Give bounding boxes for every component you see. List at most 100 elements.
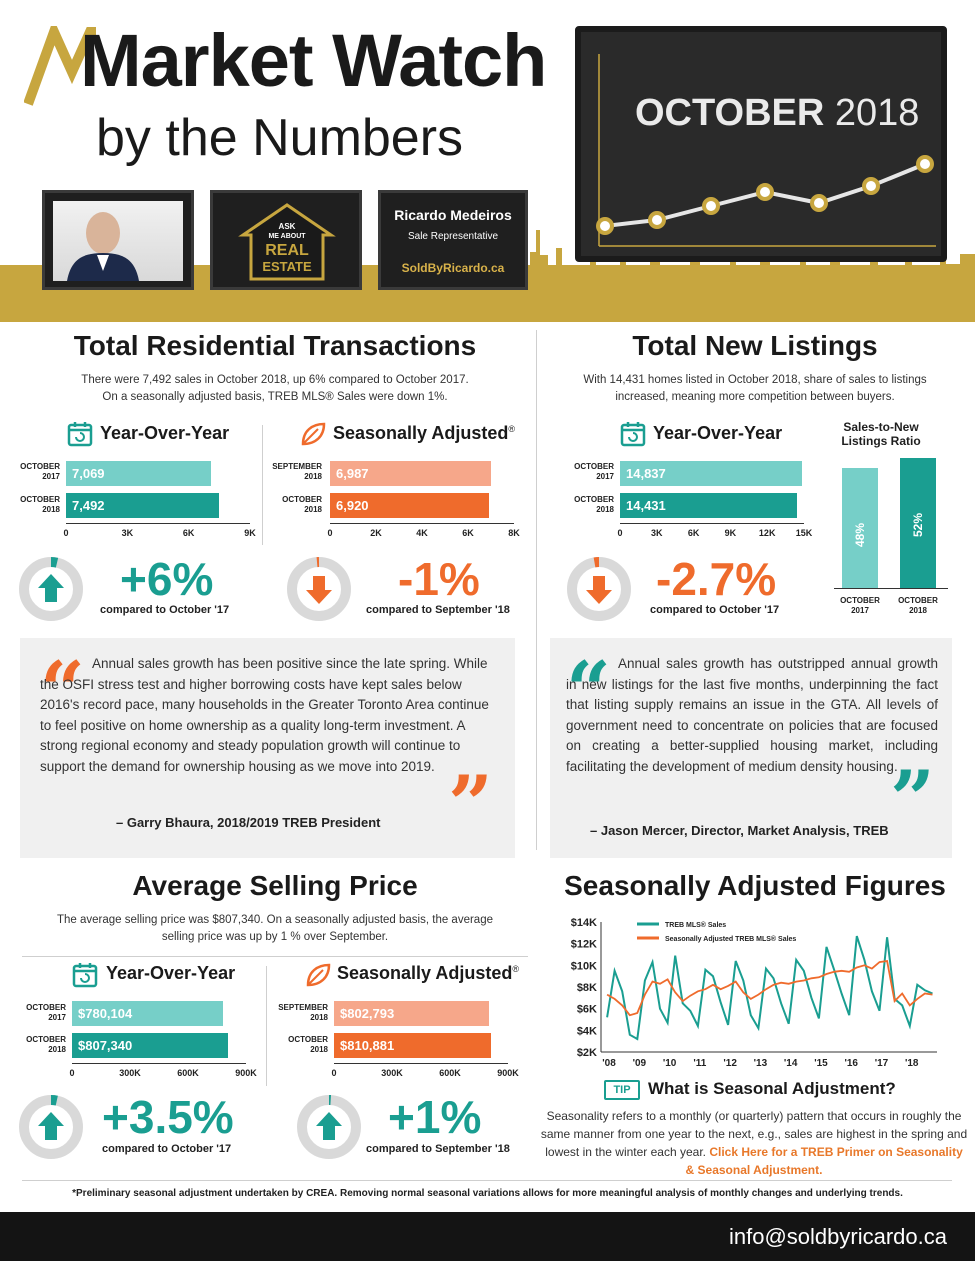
- calendar-refresh-icon: [620, 422, 646, 447]
- y-tick-label: $2K: [577, 1047, 597, 1059]
- page-title: Market Watch: [80, 19, 547, 102]
- x-axis: [72, 1063, 246, 1064]
- transactions-yoy-heading: Year-Over-Year: [100, 423, 230, 443]
- close-quote-icon: ”: [890, 754, 935, 845]
- primer-link[interactable]: Click Here for a TREB Primer on Seasonal…: [685, 1145, 963, 1177]
- listings-subtitle-line-1: With 14,431 homes listed in October 2018…: [583, 374, 927, 386]
- percent-change: +1%: [388, 1091, 482, 1143]
- growth-gauge: [19, 557, 83, 621]
- price-sa-heading: Seasonally Adjusted®: [337, 963, 520, 983]
- up-arrow-icon: [38, 1112, 64, 1140]
- percent-caption: compared to October '17: [100, 604, 230, 616]
- bar: 14,837: [620, 461, 802, 486]
- bar: 6,920: [330, 493, 489, 518]
- bar-label: OCTOBER 2018: [574, 495, 614, 514]
- x-axis: [66, 523, 250, 524]
- month-label: OCTOBER 2018: [635, 92, 919, 135]
- tick-label: 8K: [508, 528, 520, 538]
- bar: $780,104: [72, 1001, 223, 1026]
- transactions-sa-heading: Seasonally Adjusted®: [333, 423, 516, 443]
- footer-email-link[interactable]: info@soldbyricardo.ca: [729, 1224, 947, 1249]
- leaf-icon: [301, 422, 326, 446]
- sub-divider: [266, 966, 267, 1086]
- tip-badge: TIP: [604, 1080, 640, 1100]
- page-subtitle: by the Numbers: [96, 109, 464, 167]
- bar-label: OCTOBER 2018: [20, 495, 60, 514]
- tick-label: 3K: [121, 528, 134, 538]
- tick-label: 6K: [182, 528, 195, 538]
- listings-title: Total New Listings: [632, 330, 878, 361]
- tip-text: Seasonality refers to a monthly (or quar…: [540, 1107, 968, 1179]
- bar: $810,881: [334, 1033, 491, 1058]
- header: Market Watch by the Numbers OCTOBER 2018: [0, 0, 975, 322]
- x-axis: [330, 523, 514, 524]
- y-tick-label: $14K: [571, 917, 597, 929]
- series-line: [606, 959, 933, 1017]
- sign-line-4: ESTATE: [262, 259, 312, 274]
- ratio-heading: Sales-to-New Listings Ratio: [841, 420, 921, 448]
- footnote-rule: [22, 1180, 952, 1181]
- sign-line-1: ASK: [279, 222, 296, 231]
- price-subtitle: The average selling price was $807,340. …: [20, 912, 530, 946]
- sub-divider: [262, 425, 263, 545]
- open-quote-icon: “: [566, 645, 611, 736]
- series-line: [606, 935, 933, 1041]
- tick-label: 600K: [439, 1068, 461, 1078]
- x-tick-label: '15: [814, 1058, 828, 1069]
- decline-gauge: [287, 557, 351, 621]
- x-tick-label: '08: [602, 1058, 616, 1069]
- up-arrow-icon: [316, 1112, 342, 1140]
- tick-label: 0: [331, 1068, 337, 1078]
- tick-label: 9K: [724, 528, 737, 538]
- percent-change: -2.7%: [656, 553, 777, 605]
- tick-label: 6K: [462, 528, 474, 538]
- percent-caption: compared to October '17: [650, 604, 780, 616]
- brand-m-logo-icon: [24, 26, 96, 106]
- transactions-title: Total Residential Transactions: [73, 330, 477, 361]
- ratio-bar: 52%: [900, 458, 936, 588]
- agent-name: Ricardo Medeiros: [394, 207, 512, 223]
- quote-box: [20, 638, 515, 858]
- x-tick-label: '11: [693, 1058, 706, 1069]
- agent-card-monitor: Ricardo Medeiros Sale Representative Sol…: [378, 190, 528, 290]
- x-tick-label: '16: [844, 1058, 858, 1069]
- percent-caption: compared to September '18: [366, 604, 510, 616]
- transactions-subtitle-line-2: On a seasonally adjusted basis, TREB MLS…: [102, 391, 448, 403]
- bar: 14,431: [620, 493, 797, 518]
- percent-change: +6%: [120, 553, 214, 605]
- listings-subtitle: With 14,431 homes listed in October 2018…: [545, 372, 965, 406]
- x-tick-label: '14: [784, 1058, 798, 1069]
- y-tick-label: $8K: [577, 982, 597, 994]
- percent-change: -1%: [398, 553, 480, 605]
- bar-label: OCTOBER 2017: [26, 1003, 66, 1022]
- section-rule: [22, 956, 528, 957]
- growth-gauge: [297, 1095, 361, 1159]
- quote-author: – Garry Bhaura, 2018/2019 TREB President: [116, 815, 381, 830]
- quote-text: Annual sales growth has been positive si…: [40, 656, 489, 774]
- agent-role: Sale Representative: [407, 231, 499, 242]
- percent-change: +3.5%: [102, 1091, 234, 1143]
- tick-label: 12K: [758, 528, 776, 538]
- tick-label: 15K: [795, 528, 813, 538]
- tick-label: 0: [617, 528, 623, 538]
- trend-line-graphic: [596, 54, 936, 247]
- bar-label: SEPTEMBER 2018: [278, 1003, 328, 1022]
- agent-website-link[interactable]: SoldByRicardo.ca: [401, 261, 505, 275]
- quote-box: [550, 638, 952, 858]
- tick-label: 900K: [497, 1068, 519, 1078]
- x-axis: [620, 523, 804, 524]
- y-tick-label: $12K: [571, 939, 597, 951]
- down-arrow-icon: [306, 576, 332, 604]
- y-tick-label: $4K: [577, 1025, 597, 1037]
- bar-label: SEPTEMBER 2018: [272, 462, 322, 481]
- tick-label: 0: [69, 1068, 75, 1078]
- bar-label: OCTOBER 2018: [898, 596, 938, 615]
- footnote: *Preliminary seasonal adjustment underta…: [72, 1188, 903, 1199]
- bar: $802,793: [334, 1001, 489, 1026]
- up-arrow-icon: [38, 574, 64, 602]
- bar: $807,340: [72, 1033, 228, 1058]
- house-sign-icon: ASK ME ABOUT REAL ESTATE: [238, 203, 336, 281]
- tick-label: 900K: [235, 1068, 257, 1078]
- down-arrow-icon: [586, 576, 612, 604]
- agent-photo-monitor: [42, 190, 194, 290]
